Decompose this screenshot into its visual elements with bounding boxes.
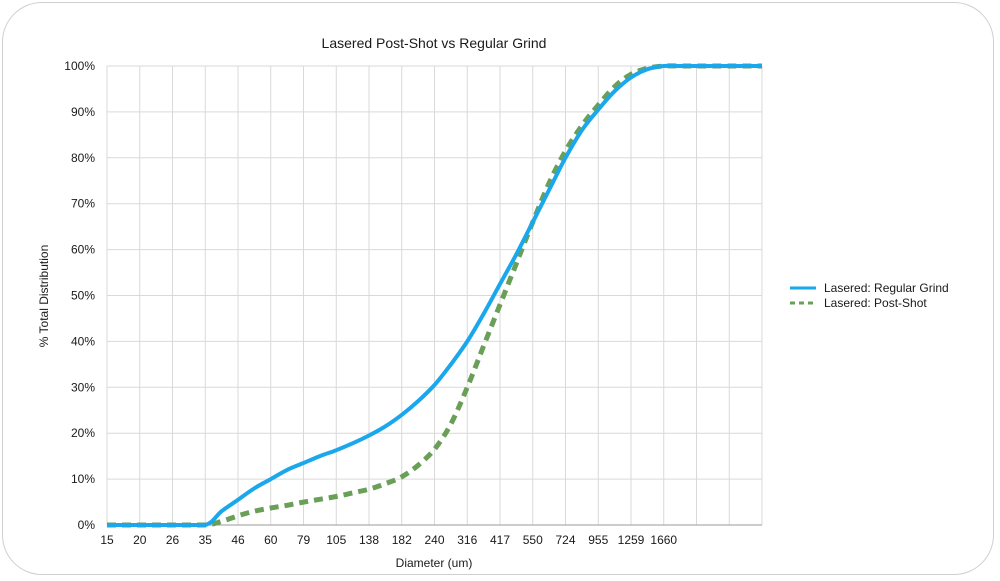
x-tick-label: 240: [424, 533, 444, 547]
x-tick-label: 60: [264, 533, 278, 547]
x-tick-label: 46: [231, 533, 245, 547]
legend-label: Lasered: Post-Shot: [824, 296, 927, 310]
y-tick-label: 70%: [71, 197, 95, 211]
x-tick-label: 79: [297, 533, 311, 547]
y-tick-label: 60%: [71, 243, 95, 257]
x-tick-label: 35: [199, 533, 213, 547]
x-tick-label: 1259: [618, 533, 645, 547]
x-tick-label: 550: [523, 533, 543, 547]
x-tick-label: 955: [588, 533, 608, 547]
x-tick-label: 316: [457, 533, 477, 547]
y-axis-label: % Total Distribution: [37, 245, 51, 348]
y-tick-label: 30%: [71, 380, 95, 394]
x-tick-label: 1660: [650, 533, 677, 547]
x-tick-label: 138: [359, 533, 379, 547]
y-tick-label: 80%: [71, 151, 95, 165]
y-tick-label: 10%: [71, 472, 95, 486]
y-axis-tick-labels: 0% 10% 20% 30% 40% 50% 60% 70% 80% 90% 100%: [64, 59, 95, 532]
chart-title: Lasered Post-Shot vs Regular Grind: [322, 35, 547, 51]
legend-label: Lasered: Regular Grind: [824, 281, 949, 295]
x-tick-label: 724: [555, 533, 575, 547]
x-tick-label: 20: [133, 533, 147, 547]
x-tick-label: 15: [100, 533, 114, 547]
x-tick-label: 182: [392, 533, 412, 547]
y-tick-label: 0%: [78, 518, 96, 532]
x-axis-tick-labels: 15 20 26 35 46 60 79 105 138 182 240 316 417 550 724 95…: [100, 533, 677, 547]
y-tick-label: 40%: [71, 334, 95, 348]
y-tick-label: 100%: [64, 59, 95, 73]
x-tick-label: 26: [166, 533, 180, 547]
x-tick-label: 105: [326, 533, 346, 547]
x-tick-label: 417: [490, 533, 510, 547]
x-axis-label: Diameter (um): [396, 556, 473, 570]
series-line-post-shot: [107, 63, 762, 528]
series-line-regular-grind: [107, 63, 762, 527]
series-lines: [107, 63, 762, 528]
y-tick-label: 90%: [71, 105, 95, 119]
y-tick-label: 50%: [71, 289, 95, 303]
y-tick-label: 20%: [71, 426, 95, 440]
